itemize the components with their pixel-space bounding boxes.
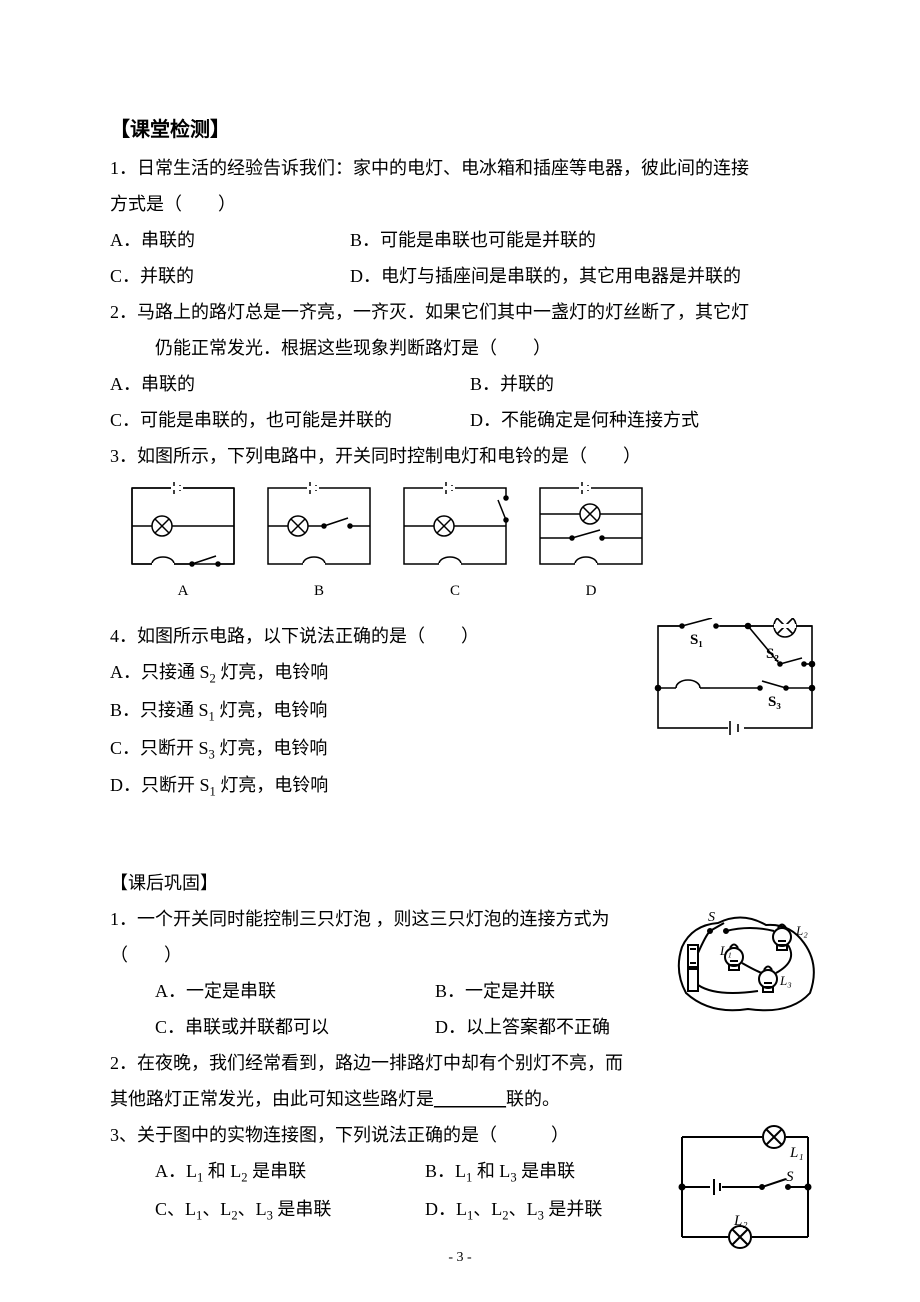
s2-q3-stem: 3、关于图中的实物连接图，下列说法正确的是（ ） <box>110 1117 656 1153</box>
s2-fig-s: S <box>708 910 715 925</box>
q4-opt-a: A．只接通 S2 灯亮，电铃响 <box>110 654 362 692</box>
q1-opt-b: B．可能是串联也可能是并联的 <box>350 222 596 258</box>
q4-diagram: S₁ S₂ S₃ <box>650 618 820 736</box>
q2-opt-b: B．并联的 <box>470 366 554 402</box>
s2-q1-d: D．以上答案都不正确 <box>435 1009 610 1045</box>
section-1-title: 【课堂检测】 <box>110 110 820 150</box>
s2-q3-d: D．L1、L2、L3 是并联 <box>425 1191 602 1229</box>
s2-q2-line1: 2．在夜晚，我们经常看到，路边一排路灯中却有个别灯不亮，而 <box>110 1045 656 1081</box>
s2-q3-a: A．L1 和 L2 是串联 <box>155 1153 385 1191</box>
q1-line2: 方式是（ ） <box>110 186 820 222</box>
q4-opt-c: C．只断开 S3 灯亮，电铃响 <box>110 730 362 768</box>
q4-label-s3: S₃ <box>768 694 781 710</box>
q3-stem: 3．如图所示，下列电路中，开关同时控制电灯和电铃的是（ ） <box>110 438 820 474</box>
q1-opt-c: C．并联的 <box>110 258 310 294</box>
s2-fig-pictorial: S L₁ L₂ L₃ <box>670 901 820 1021</box>
s2-q3-c: C、L1、L2、L3 是串联 <box>155 1191 385 1229</box>
s2-q1-stem: 1．一个开关同时能控制三只灯泡 ，则这三只灯泡的连接方式为（ ） <box>110 901 656 973</box>
s2-sch-l1: L₁ <box>789 1145 804 1161</box>
q2-opt-c: C．可能是串联的，也可能是并联的 <box>110 402 430 438</box>
s2-sch-s: S <box>786 1169 794 1185</box>
s2-q1-b: B．一定是并联 <box>435 973 555 1009</box>
s2-fig-l2: L₂ <box>795 923 808 938</box>
s2-q2-blank: ________ <box>434 1089 506 1109</box>
s2-fig-l3: L₃ <box>779 973 792 988</box>
q4-label-s2: S₂ <box>766 646 779 662</box>
s2-q3-b: B．L1 和 L3 是串联 <box>425 1153 575 1191</box>
s2-sch-l2: L₂ <box>733 1213 748 1229</box>
q2-line2: 仍能正常发光．根据这些现象判断路灯是（ ） <box>110 330 820 366</box>
s2-q1-c: C．串联或并联都可以 <box>155 1009 395 1045</box>
q3-cap-a: A <box>122 576 244 606</box>
q4-label-s1: S₁ <box>690 632 703 648</box>
q3-diagram-c <box>394 480 516 572</box>
q2-line1: 2．马路上的路灯总是一齐亮，一齐灭．如果它们其中一盏灯的灯丝断了，其它灯 <box>110 294 820 330</box>
q3-cap-d: D <box>530 576 652 606</box>
s2-fig-schematic: L₁ S L₂ <box>670 1117 820 1257</box>
q1-opt-d: D．电灯与插座间是串联的，其它用电器是并联的 <box>350 258 741 294</box>
section-2-title: 【课后巩固】 <box>110 865 820 901</box>
q4-opt-d: D．只断开 S1 灯亮，电铃响 <box>110 767 362 805</box>
q2-opt-d: D．不能确定是何种连接方式 <box>470 402 699 438</box>
q3-diagrams <box>122 480 820 572</box>
q3-cap-b: B <box>258 576 380 606</box>
q3-cap-c: C <box>394 576 516 606</box>
q3-diagram-b <box>258 480 380 572</box>
q4-stem: 4．如图所示电路，以下说法正确的是（ ） <box>110 618 636 654</box>
q4-opt-b: B．只接通 S1 灯亮，电铃响 <box>110 692 362 730</box>
q1-opt-a: A．串联的 <box>110 222 310 258</box>
s2-q2-line2: 其他路灯正常发光，由此可知这些路灯是________联的。 <box>110 1081 656 1117</box>
s2-q1-a: A．一定是串联 <box>155 973 395 1009</box>
q1-line1: 1．日常生活的经验告诉我们：家中的电灯、电冰箱和插座等电器，彼此间的连接 <box>110 150 820 186</box>
page-footer: - 3 - <box>0 1244 920 1272</box>
q3-caps: A B C D <box>122 576 820 606</box>
q3-diagram-a <box>122 480 244 572</box>
s2-fig-l1: L₁ <box>719 943 732 958</box>
q3-diagram-d <box>530 480 652 572</box>
q2-opt-a: A．串联的 <box>110 366 430 402</box>
